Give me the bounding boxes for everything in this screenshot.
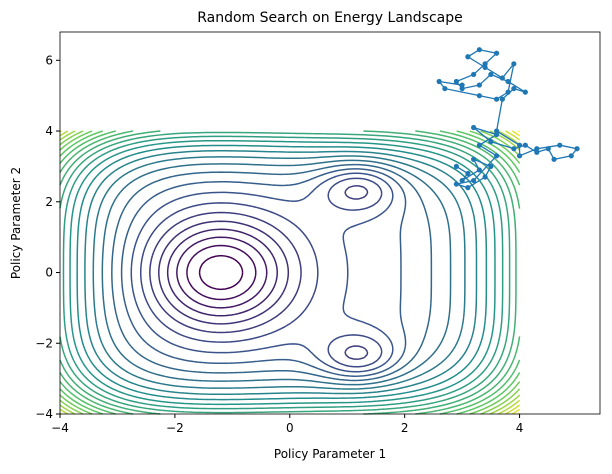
walk-point <box>465 54 471 60</box>
contour-line <box>511 130 520 415</box>
y-tick-label: 2 <box>45 195 53 209</box>
y-tick-label: −2 <box>35 336 53 350</box>
walk-point <box>493 128 500 134</box>
walk-point <box>493 96 500 102</box>
y-tick-label: 4 <box>45 124 53 138</box>
walk-point <box>453 163 459 170</box>
walk-point <box>476 142 482 148</box>
y-axis-label: Policy Parameter 2 <box>9 167 23 279</box>
walk-point <box>522 142 528 148</box>
contour-line <box>198 254 244 291</box>
x-tick-label: −2 <box>166 421 184 435</box>
contour-line <box>517 130 520 415</box>
walk-point <box>459 82 465 88</box>
walk-point <box>534 146 540 152</box>
y-tick-label: −4 <box>35 407 53 421</box>
walk-point <box>505 78 511 85</box>
walk-point <box>574 146 580 152</box>
walk-point <box>516 153 523 159</box>
contour-line <box>59 130 517 415</box>
walk-line <box>437 48 579 189</box>
walk-point <box>482 64 488 70</box>
walk-point <box>459 177 465 184</box>
contour-line <box>149 185 369 360</box>
walk-point <box>476 82 482 88</box>
walk-point <box>499 96 505 102</box>
walk-point <box>482 174 488 180</box>
contour-line <box>111 163 433 382</box>
walk-point <box>545 146 551 152</box>
walk-point <box>488 71 494 78</box>
contour-line <box>120 168 407 377</box>
contour-line <box>59 130 521 415</box>
y-tick-label: 0 <box>45 266 53 280</box>
x-axis-label: Policy Parameter 1 <box>274 447 386 461</box>
x-tick-label: 0 <box>286 421 294 435</box>
walk-point <box>493 153 500 159</box>
walk-point <box>568 153 574 159</box>
walk-point <box>522 89 528 95</box>
contour-line <box>59 130 521 415</box>
walk-point <box>476 93 482 99</box>
walk-point <box>516 142 523 148</box>
walk-point <box>453 181 459 187</box>
contour-line <box>158 220 290 325</box>
contour-line <box>166 228 278 317</box>
walk-point <box>453 78 459 85</box>
walk-point <box>505 89 511 95</box>
y-tick-label: 6 <box>45 53 53 67</box>
contour-line <box>130 172 394 373</box>
walk-point <box>442 85 448 92</box>
walk-point <box>499 75 505 81</box>
contour-line <box>139 177 383 368</box>
walk-point <box>511 85 517 92</box>
contour-line <box>101 159 452 386</box>
plot-area <box>59 47 580 415</box>
chart-title: Random Search on Energy Landscape <box>197 10 463 26</box>
walk-point <box>493 50 500 56</box>
walk-point <box>471 177 477 184</box>
contour-line <box>92 155 466 390</box>
contour-line <box>76 144 488 401</box>
walk-point <box>471 71 477 78</box>
walk-point <box>488 163 494 170</box>
contour-line <box>62 135 504 410</box>
x-tick-label: 4 <box>516 421 524 435</box>
contour-line <box>59 130 521 415</box>
contour-line <box>59 130 521 415</box>
walk-point <box>557 142 563 148</box>
walk-point <box>465 185 471 191</box>
walk-point <box>471 124 477 131</box>
walk-point <box>471 156 477 162</box>
contour-line <box>69 139 496 406</box>
walk-point <box>476 47 482 53</box>
contour-line <box>84 150 478 395</box>
walk-point <box>476 167 482 173</box>
walk-point <box>436 78 442 85</box>
walk-point <box>465 170 471 177</box>
axes-frame <box>59 31 601 415</box>
walk-point <box>551 156 557 162</box>
walk-point <box>511 146 517 152</box>
x-tick-label: −4 <box>51 421 69 435</box>
walk-point <box>511 61 517 67</box>
contour-line <box>186 244 257 301</box>
walk-point <box>488 139 494 145</box>
contour-line <box>176 236 268 309</box>
x-tick-label: 2 <box>401 421 409 435</box>
